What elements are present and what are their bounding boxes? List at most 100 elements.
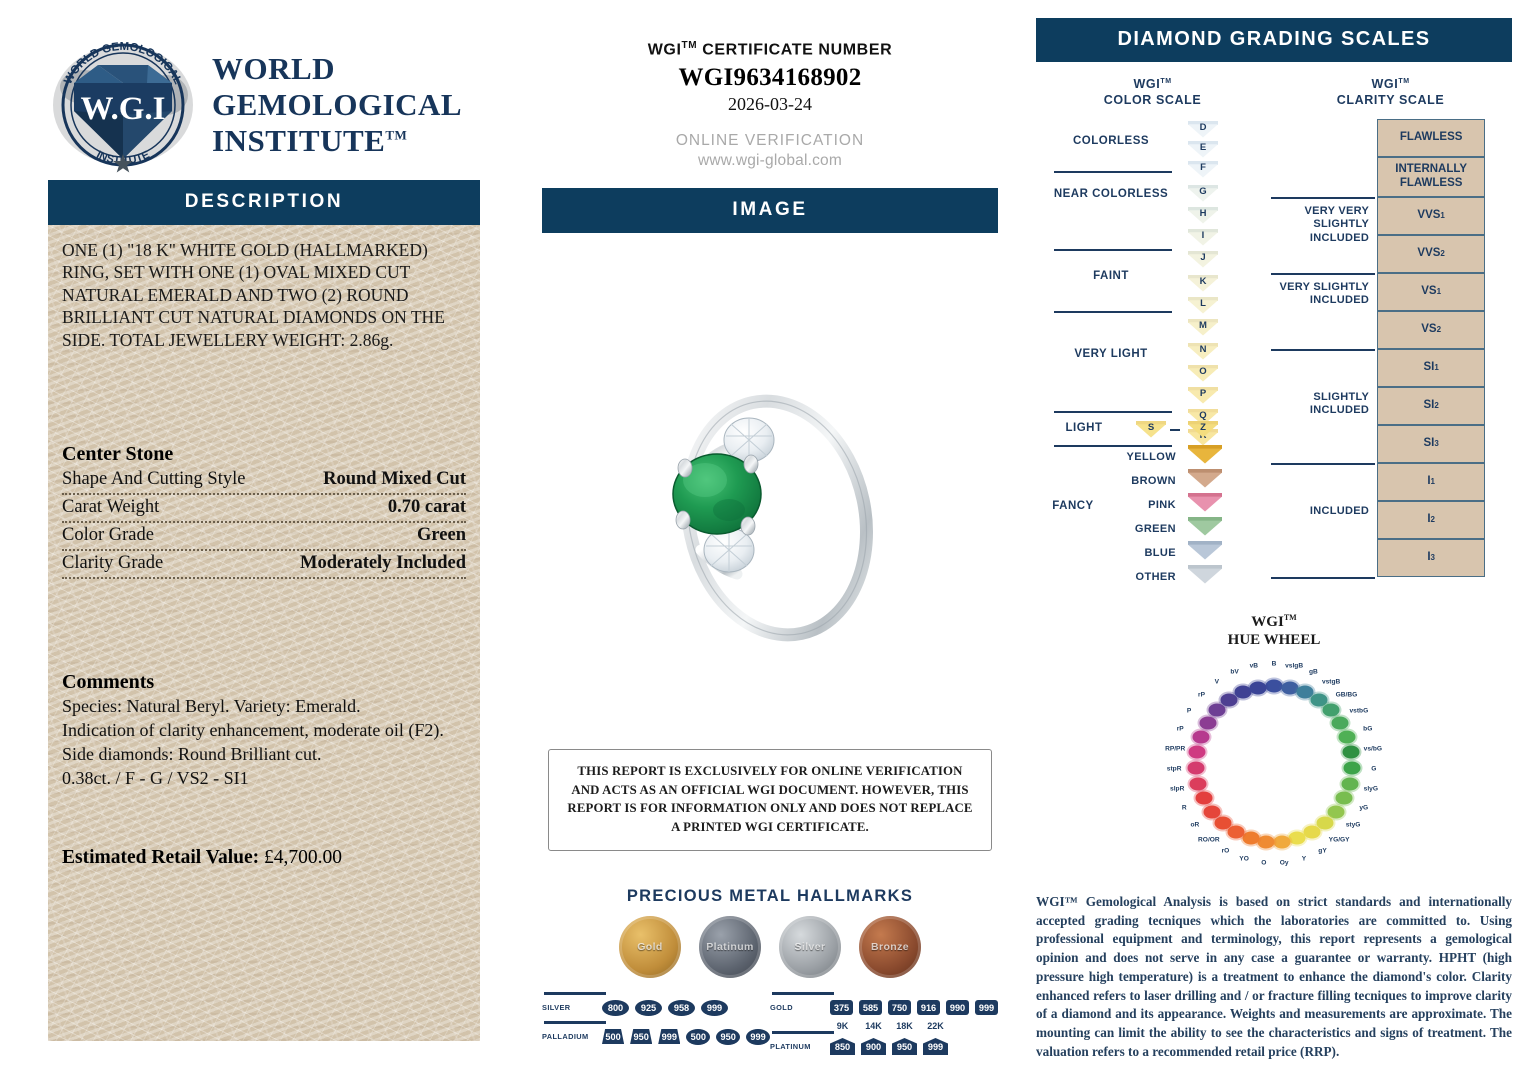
divider xyxy=(1271,576,1376,579)
hue-label: vslgB xyxy=(1285,662,1304,670)
cert-label-rest: CERTIFICATE NUMBER xyxy=(702,41,893,59)
diamond-grading-scales-header: DIAMOND GRADING SCALES xyxy=(1036,18,1512,62)
hue-label: styG xyxy=(1345,821,1361,829)
row-label-clarity: Clarity Grade xyxy=(62,552,164,573)
precious-metal-hallmarks-title: PRECIOUS METAL HALLMARKS xyxy=(626,886,914,905)
mark: 999 xyxy=(923,1038,948,1056)
clarity-cell-vvs2: VVS 2 xyxy=(1377,234,1486,273)
fancy-label-green: GREEN xyxy=(1134,522,1176,535)
gem-letter: N xyxy=(1199,344,1207,355)
hue-dot xyxy=(1281,681,1299,695)
hue-label: G xyxy=(1371,765,1377,773)
hallmark-row-gold: GOLD 375 585 750 916 990 999 xyxy=(770,995,998,1021)
clarity-cell-si2: SI 2 xyxy=(1377,386,1486,425)
brand-wordmark: WORLD GEMOLOGICAL INSTITUTETM xyxy=(212,51,462,159)
coin-platinum-label: Platinum xyxy=(706,940,754,953)
hue-dot xyxy=(1342,745,1360,759)
gem-fancy-brown xyxy=(1188,468,1222,488)
coin-bronze: Bronze xyxy=(859,915,921,978)
hue-label: slyG xyxy=(1363,785,1378,793)
mark: 950 xyxy=(630,1029,653,1045)
brand-line-3-text: INSTITUTE xyxy=(212,122,386,158)
cert-label-wgi: WGI xyxy=(647,41,682,59)
row-value-clarity: Moderately Included xyxy=(300,552,466,573)
row-label-carat: Carat Weight xyxy=(62,496,160,517)
spacer-1 xyxy=(62,351,466,443)
hue-label: slpR xyxy=(1170,785,1185,793)
hue-label: rO xyxy=(1221,847,1230,855)
gem-S: S xyxy=(1136,420,1166,438)
hue-dot xyxy=(1188,745,1206,759)
divider xyxy=(544,991,606,995)
coin-platinum: Platinum xyxy=(699,915,761,978)
spacer-2 xyxy=(62,579,466,671)
karat: 18K xyxy=(896,1020,913,1031)
verification-url[interactable]: www.wgi-global.com xyxy=(697,152,842,170)
hue-dot xyxy=(1242,831,1260,845)
hue-dot xyxy=(1341,777,1358,791)
retail-label: Estimated Retail Value: xyxy=(62,846,260,868)
hue-label: RO/OR xyxy=(1198,836,1220,844)
table-row: Color Grade Green xyxy=(62,523,466,551)
hue-label: bG xyxy=(1363,725,1373,733)
mark: 990 xyxy=(946,1000,969,1016)
mark: 999 xyxy=(975,1000,998,1016)
description-header: DESCRIPTION xyxy=(48,180,480,225)
hue-label: stpR xyxy=(1166,765,1182,773)
right-column: DIAMOND GRADING SCALES WGITM COLOR SCALE… xyxy=(1020,0,1526,1080)
hue-label: vs/bG xyxy=(1363,745,1383,753)
hue-dot xyxy=(1199,716,1217,730)
gem-N: N xyxy=(1188,342,1218,360)
legal-disclaimer: WGI™ Gemological Analysis is based on st… xyxy=(1036,894,1512,1059)
divider xyxy=(772,991,834,995)
divider xyxy=(1271,272,1376,275)
fancy-label-blue: BLUE xyxy=(1144,546,1176,559)
gem-P: P xyxy=(1188,386,1218,404)
hallmark-row-palladium: PALLADIUM 500 950 999 500 950 999 xyxy=(542,1024,770,1050)
online-report-disclaimer: THIS REPORT IS EXCLUSIVELY FOR ONLINE VE… xyxy=(548,749,992,851)
color-group-faint: FAINT xyxy=(1093,269,1129,282)
wgi-logo-icon: W.G.I WORLD GEMOLOGICAL INSTITUTE xyxy=(53,41,193,173)
divider xyxy=(1271,348,1376,351)
mark: 999 xyxy=(746,1028,770,1045)
clarity-scale-title-text: CLARITY SCALE xyxy=(1336,93,1445,108)
hue-label: B xyxy=(1271,660,1277,668)
color-group-near-colorless: NEAR COLORLESS xyxy=(1053,187,1169,200)
gem-letter: H xyxy=(1199,208,1207,219)
mark: 916 xyxy=(917,1000,940,1016)
hue-label: yG xyxy=(1359,804,1369,812)
coin-silver: Silver xyxy=(779,915,841,978)
gem-J: J xyxy=(1188,250,1218,268)
mark: 999 xyxy=(701,999,728,1016)
gem-O: O xyxy=(1188,364,1218,382)
hue-dot xyxy=(1322,703,1340,717)
mark: 925 xyxy=(635,999,662,1016)
hue-dot xyxy=(1343,761,1361,775)
hue-dot xyxy=(1208,703,1226,717)
hue-label: RP/PR xyxy=(1165,745,1186,753)
gem-fancy-other xyxy=(1188,564,1222,584)
gem-fancy-yellow xyxy=(1188,444,1222,464)
clarity-cell-si3: SI 3 xyxy=(1377,424,1486,463)
hue-label: YG/GY xyxy=(1328,836,1350,844)
hallmark-label-gold: GOLD xyxy=(770,1003,793,1013)
left-column: W.G.I WORLD GEMOLOGICAL INSTITUTE xyxy=(0,0,520,1080)
hallmark-col-right: GOLD 375 585 750 916 990 999 9K 14K 18K … xyxy=(770,991,998,1060)
gem-letter: D xyxy=(1199,122,1207,133)
hue-dot xyxy=(1288,831,1306,845)
image-header: IMAGE xyxy=(542,188,998,234)
cert-label-tm: TM xyxy=(681,40,698,51)
divider xyxy=(1054,248,1172,251)
hue-wheel-title: WGITM HUE WHEEL xyxy=(1036,613,1512,651)
clarity-scale-title-wgi: WGI xyxy=(1371,77,1399,91)
brand-line-3: INSTITUTETM xyxy=(212,123,462,159)
hue-label: vstbG xyxy=(1349,707,1369,715)
clarity-cell-si1: SI 1 xyxy=(1377,348,1486,387)
clarity-cell-vs1: VS 1 xyxy=(1377,272,1486,311)
hue-label: Y xyxy=(1301,855,1307,863)
divider xyxy=(1054,444,1172,447)
mark: 999 xyxy=(658,1029,681,1045)
mark: 750 xyxy=(888,1000,911,1016)
gem-letter: P xyxy=(1199,388,1207,399)
hue-dot xyxy=(1249,681,1267,695)
